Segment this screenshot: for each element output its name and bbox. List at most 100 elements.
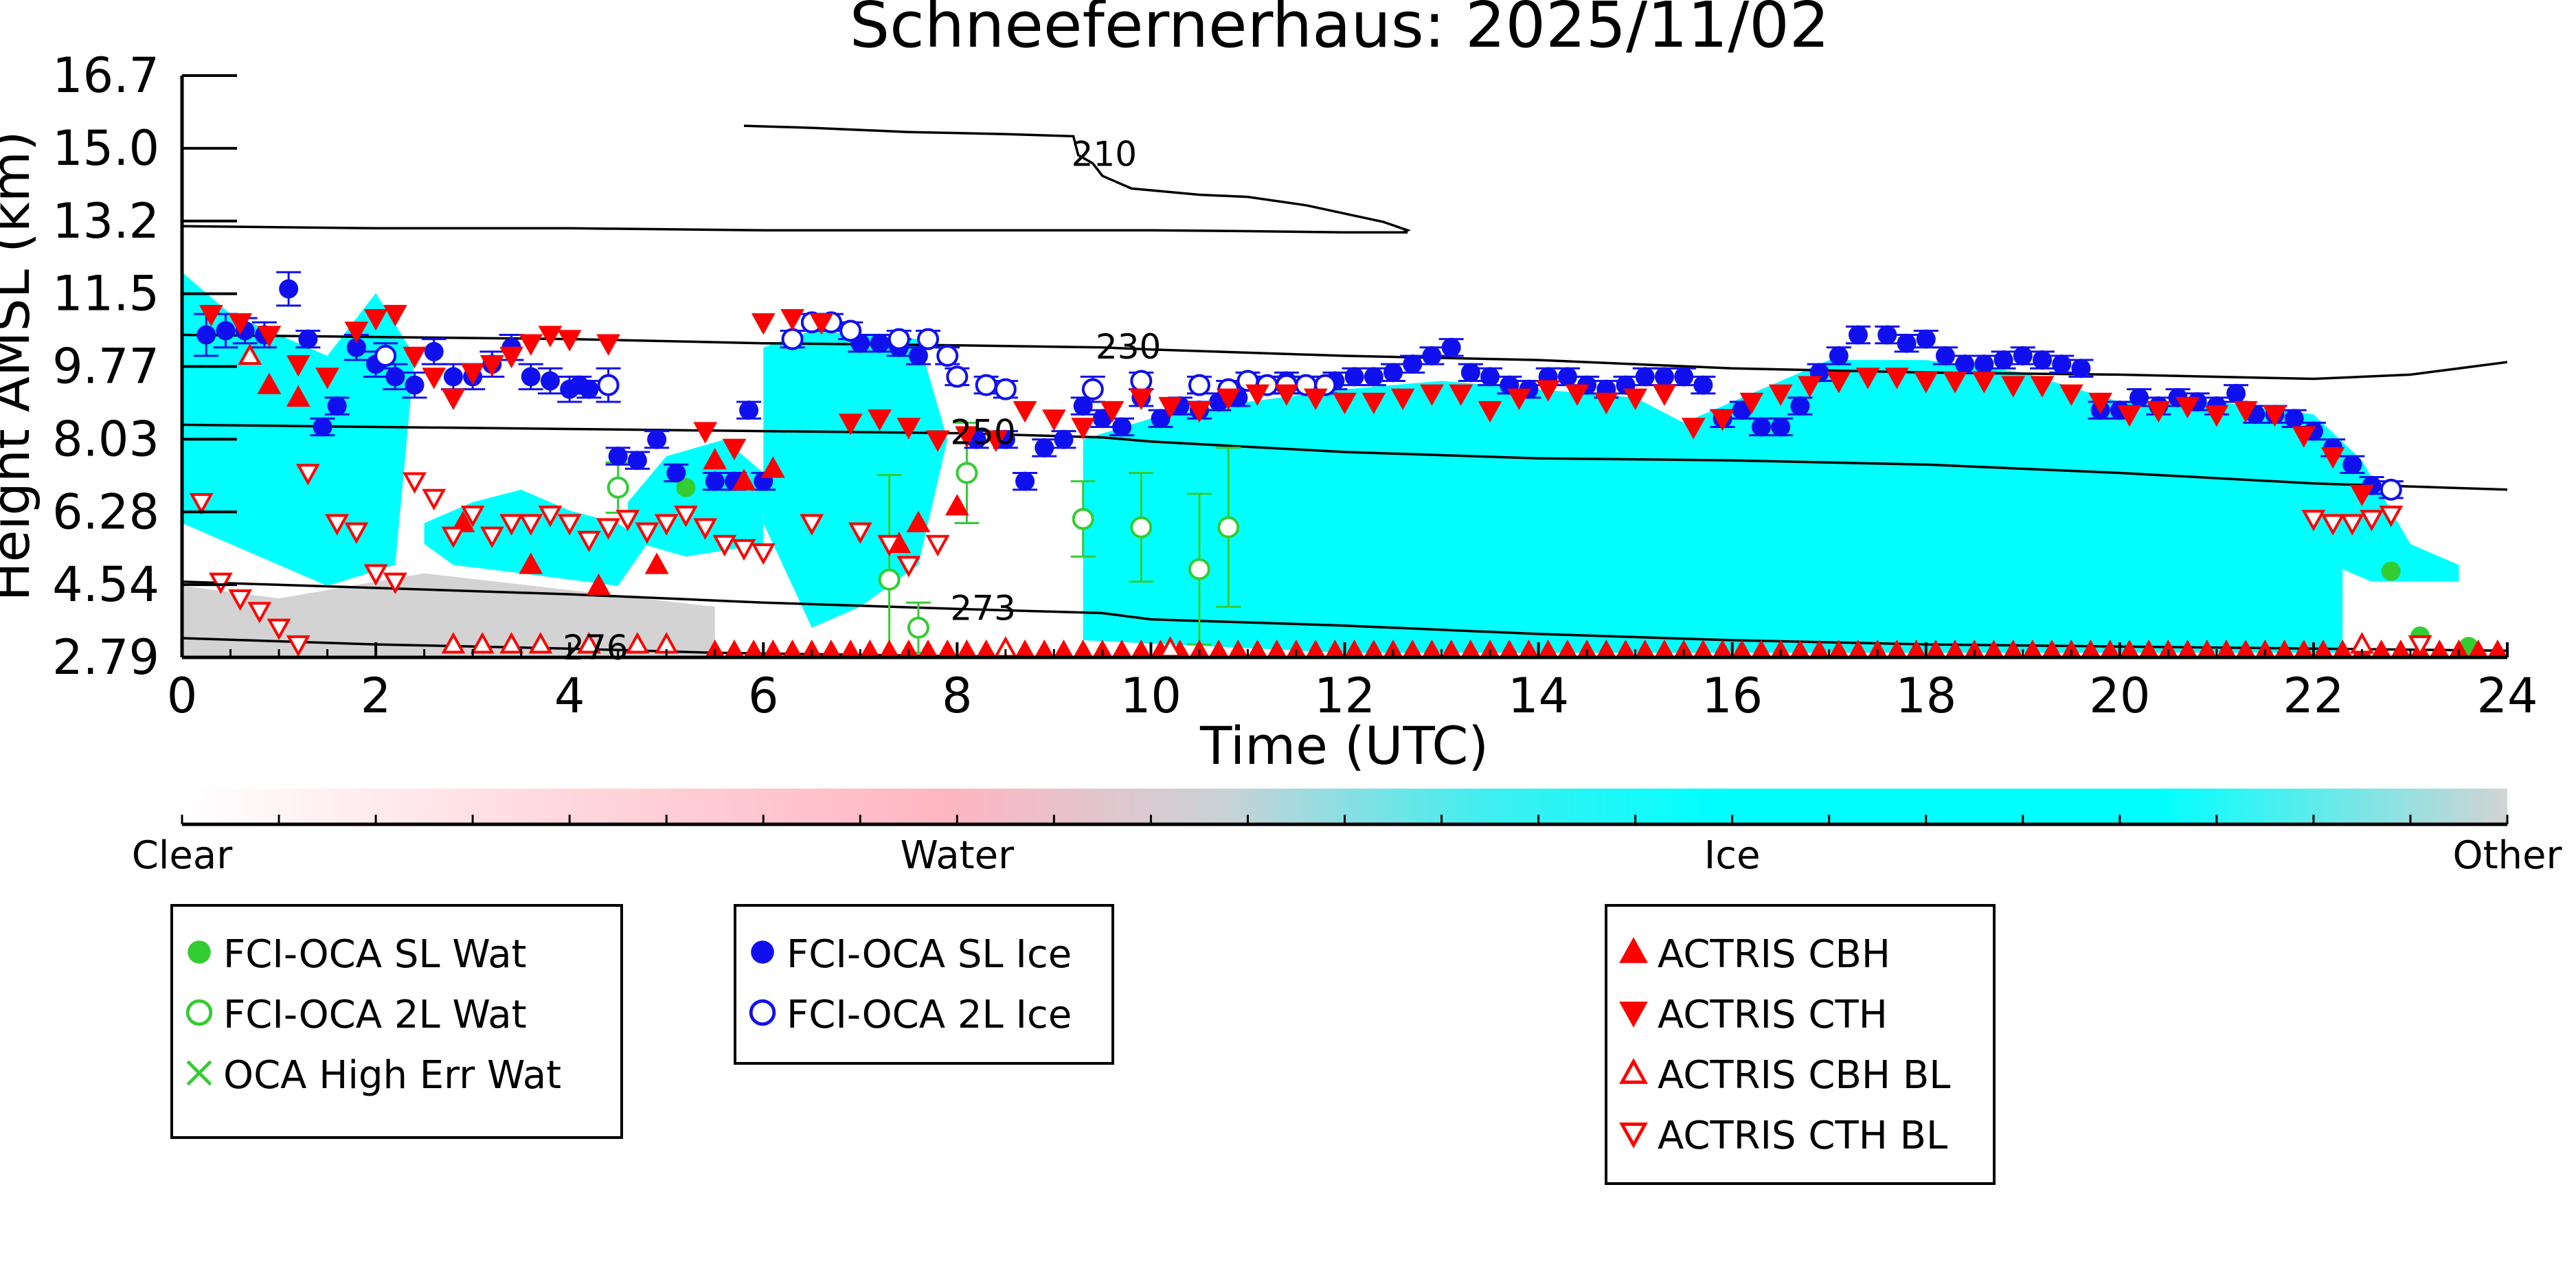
data-point	[1402, 639, 1423, 657]
data-point	[918, 639, 938, 657]
data-point	[1217, 516, 1240, 539]
data-point	[1732, 639, 1752, 657]
data-point	[2204, 405, 2229, 427]
data-point	[840, 639, 861, 657]
x-tick-label: 16	[1702, 668, 1763, 724]
data-point	[2342, 455, 2362, 475]
colorbar-label: Other	[2452, 833, 2562, 878]
data-point	[907, 616, 929, 639]
data-point	[1971, 372, 1996, 394]
y-tick-label: 4.54	[52, 556, 159, 613]
data-point	[1420, 384, 1444, 406]
data-point	[1623, 388, 1648, 410]
data-point	[984, 430, 1008, 452]
data-point	[460, 363, 485, 385]
legend-label: FCI-OCA SL Wat	[223, 932, 527, 977]
data-point	[1130, 370, 1153, 392]
data-point	[644, 552, 669, 574]
contour-label: 273	[950, 588, 1015, 628]
data-point	[2176, 396, 2200, 419]
data-point	[499, 514, 523, 536]
data-point	[1713, 639, 1733, 657]
data-point	[441, 526, 466, 548]
x-axis-label: Time (UTC)	[1199, 715, 1489, 776]
data-point	[1798, 376, 1822, 398]
data-point	[2379, 506, 2404, 528]
data-point	[1188, 374, 1210, 396]
data-point	[1916, 329, 1936, 349]
x-tick-label: 22	[2283, 668, 2344, 724]
data-point	[1111, 639, 1132, 657]
x-axis-ticks: 0 2 4 6 8 10 12 14 16 18 20 22 24	[167, 642, 2538, 724]
plot-area	[182, 124, 2507, 657]
data-point	[1654, 639, 1675, 657]
data-point	[188, 940, 211, 964]
data-point	[286, 635, 310, 657]
data-point	[1073, 639, 1094, 657]
data-point	[2059, 384, 2083, 406]
data-point	[1848, 639, 1868, 657]
legend-label: ACTRIS CBH	[1658, 932, 1890, 977]
data-point	[424, 341, 444, 361]
legend-label: FCI-OCA 2L Wat	[223, 993, 527, 1037]
data-point	[441, 632, 466, 654]
data-point	[1849, 325, 1868, 345]
data-point	[1131, 639, 1151, 657]
x-tick-label: 24	[2476, 668, 2538, 724]
y-axis-label: Height AMSL (km)	[0, 131, 41, 601]
data-point	[946, 365, 969, 388]
data-point	[538, 326, 563, 348]
series-actris-cbh	[257, 372, 2507, 657]
data-point	[1499, 639, 1519, 657]
data-point	[1151, 409, 1171, 429]
data-point	[743, 639, 764, 657]
data-point	[627, 451, 647, 471]
data-point	[383, 304, 407, 327]
colorbar-labels: Clear Water Ice Other	[132, 833, 2563, 878]
data-point	[286, 385, 310, 407]
series-actris-cth	[199, 304, 2374, 507]
data-point	[228, 313, 253, 335]
data-point	[956, 462, 978, 484]
colorbar-ticks	[181, 815, 2509, 824]
data-point	[1914, 372, 1939, 394]
data-point	[1130, 516, 1153, 539]
data-point	[344, 522, 369, 544]
data-point	[576, 530, 601, 553]
data-point	[2088, 392, 2113, 415]
ice-region	[1083, 360, 2459, 653]
data-point	[1635, 639, 1656, 657]
contour-line	[743, 124, 1412, 234]
y-tick-label: 6.28	[52, 484, 159, 540]
data-point	[1364, 367, 1383, 387]
data-point	[1519, 639, 1539, 657]
data-point	[596, 518, 620, 540]
data-point	[821, 639, 841, 657]
data-point	[906, 510, 931, 532]
legend-label: ACTRIS CTH BL	[1658, 1114, 1947, 1158]
data-point	[705, 471, 725, 491]
data-point	[751, 940, 774, 964]
data-point	[2235, 639, 2256, 657]
data-point	[1681, 418, 1706, 440]
data-point	[1441, 337, 1461, 357]
legend-frame	[1605, 904, 1996, 1185]
data-point	[186, 1060, 212, 1086]
data-point	[1274, 384, 1299, 406]
data-point	[870, 333, 890, 353]
data-point	[519, 334, 543, 356]
data-point	[2263, 405, 2287, 427]
series-actris-cbh-bl	[238, 343, 2374, 657]
data-point	[2178, 639, 2198, 657]
data-point	[2381, 561, 2401, 581]
data-point	[403, 346, 427, 369]
x-tick-label: 0	[167, 668, 198, 724]
data-point	[1955, 354, 1975, 374]
legend-entry: FCI-OCA SL Wat	[188, 932, 527, 977]
data-point	[2216, 639, 2237, 657]
legend-label: FCI-OCA SL Ice	[787, 932, 1072, 977]
data-point	[587, 573, 611, 596]
data-point	[2117, 405, 2142, 427]
data-point	[1984, 639, 2004, 657]
data-point	[1619, 1002, 1648, 1028]
